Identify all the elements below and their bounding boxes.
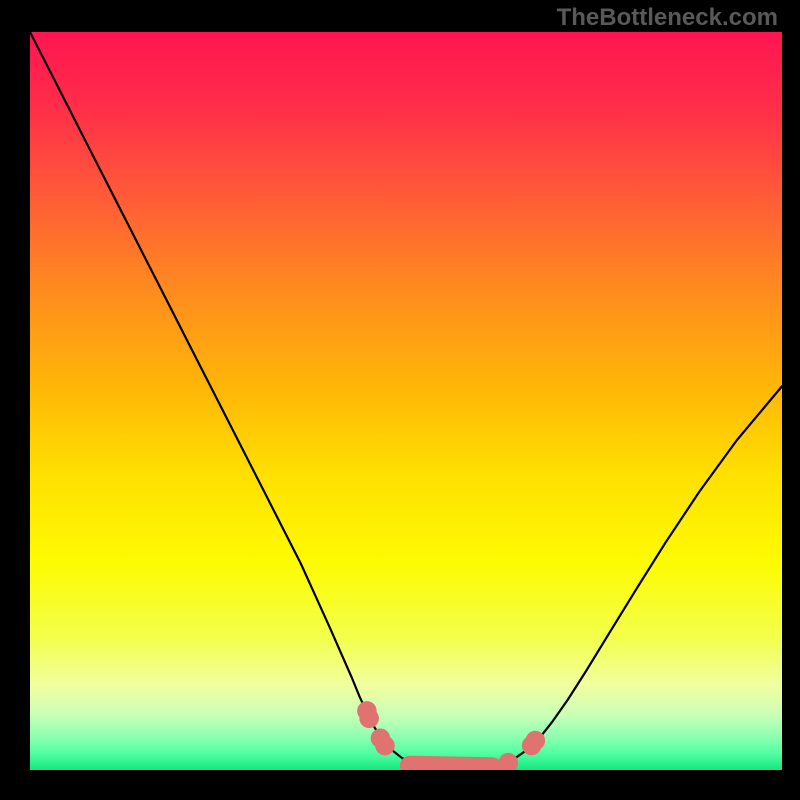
bottleneck-curve bbox=[30, 32, 782, 770]
watermark-text: TheBottleneck.com bbox=[557, 4, 778, 32]
plot-area bbox=[30, 32, 782, 770]
chart-frame: TheBottleneck.com bbox=[0, 0, 800, 800]
